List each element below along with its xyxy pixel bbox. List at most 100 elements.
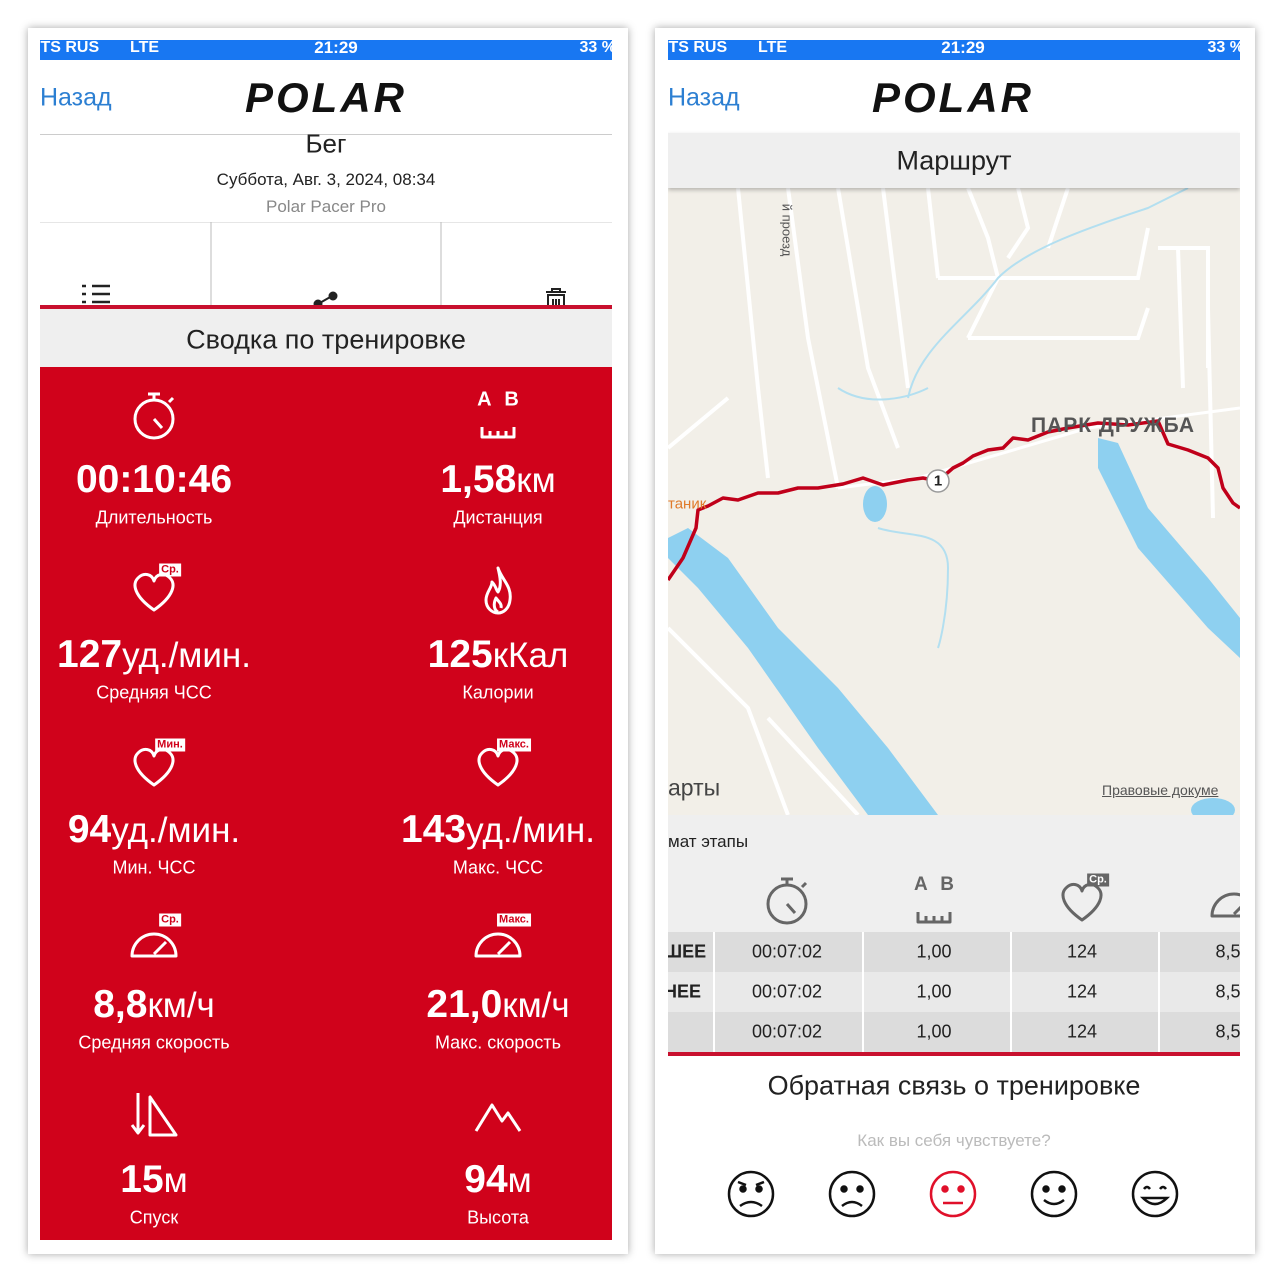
gauge-icon [124,910,184,970]
polar-logo: POLAR [245,74,407,121]
unit: км/ч [147,986,215,1025]
shape [152,940,168,956]
lap-cell: 1,00 [916,941,952,962]
metric-value: 94уд./мин. [68,808,240,852]
lap-cell: 1,00 [916,1021,952,1042]
unit: м [507,1161,532,1200]
shape [941,1185,949,1193]
icon-text: A B [477,388,519,411]
shape [737,1180,765,1208]
metric-value: 00:10:46 [76,458,232,502]
section-title: Сводка по тренировке [186,324,466,355]
lap-cell: 124 [1066,1021,1098,1042]
flame-icon [468,560,528,620]
route-screen: ITS RUS LTE 21:29 33 % Назад POLAR Маршрут ПАРК… [668,40,1240,1240]
shape [926,469,950,493]
shape [1061,882,1103,922]
shape [130,1093,178,1137]
district-label: арты [668,774,721,801]
ruler-icon [904,870,964,930]
shape [755,1185,763,1193]
metric-label: Мин. ЧСС [112,857,196,878]
metric-label: Макс. скорость [434,1032,562,1053]
workout-date: Суббота, Авг. 3, 2024, 08:34 [216,170,436,189]
mood-very-good[interactable] [1131,1170,1179,1218]
map [668,188,1240,815]
shape [856,1185,864,1193]
laps-title: мат этапы [668,832,749,851]
shape [130,932,178,958]
lap-cell: 8,5 [1215,1021,1240,1042]
heart-icon [468,735,528,795]
mood-neutral[interactable] [929,1170,977,1218]
mood-good[interactable] [1030,1170,1078,1218]
metric-value: 127уд./мин. [57,633,251,677]
cell-border [1158,972,1160,1012]
lap-row [668,932,1240,972]
clock: 21:29 [941,40,985,57]
lap-cell: 124 [1066,981,1098,1002]
lap-row [668,1012,1240,1052]
mood-bad[interactable] [828,1170,876,1218]
carrier: ITS RUS [668,40,728,56]
shape [841,1200,863,1208]
lap-cell: 00:07:02 [751,1021,823,1042]
sport-title: Бег [305,128,347,159]
value: 127 [57,633,123,676]
shape [739,1185,747,1193]
shape [148,392,175,429]
shape [957,1185,965,1193]
divider [40,134,612,135]
shape [480,427,516,439]
status-bar [40,40,612,60]
value: 15 [120,1158,164,1201]
shape [1131,1170,1179,1218]
shape [328,291,338,301]
battery: 33 % [579,40,612,56]
shape [40,305,612,309]
cell-border [1158,1012,1160,1052]
metric-label: Средняя ЧСС [96,682,212,703]
shape [1030,1170,1078,1218]
shape [474,1103,522,1132]
back-button[interactable]: Назад [40,83,112,112]
shape [492,596,503,614]
metric-value: 21,0км/ч [426,983,569,1027]
stopwatch-icon [757,870,817,930]
lap-label: НЕЕ [668,981,702,1002]
cell-border [862,932,864,972]
unit: м [163,1161,188,1200]
lap-marker: 1 [933,472,943,490]
mountain-icon [468,1085,528,1145]
lap-cell: 00:07:02 [751,941,823,962]
polar-logo: POLAR [872,74,1034,121]
shape [474,932,522,958]
cell-border [1010,932,1012,972]
mood-very-bad[interactable] [727,1170,775,1218]
gauge-icon [1204,870,1240,930]
ruler-icon [468,385,528,445]
shape [1232,905,1240,916]
icon-badge: Ср. [1087,873,1109,887]
icon-badge: Ср. [159,913,181,927]
cell-border [1010,1012,1012,1052]
shape [133,572,175,612]
feedback-title: Обратная связь о тренировке [767,1070,1141,1101]
lap-label: ШЕЕ [668,941,707,962]
list-icon[interactable] [82,284,110,304]
shape [1098,438,1240,658]
shape [484,566,512,615]
shape [133,392,175,440]
cell-border [713,972,715,1012]
shape [474,1103,522,1132]
section-header [668,133,1240,188]
back-button[interactable]: Назад [668,83,740,112]
summary-screen: ITS RUS LTE 21:29 33 % Назад POLAR Бег Суббота,… [40,40,612,1240]
value: 1,58 [440,458,517,501]
lap-cell: 00:07:02 [751,981,823,1002]
metric-value: 1,58км [440,458,555,502]
laps-panel [668,815,1240,932]
value: 21,0 [426,983,503,1026]
shape [1139,1185,1171,1206]
